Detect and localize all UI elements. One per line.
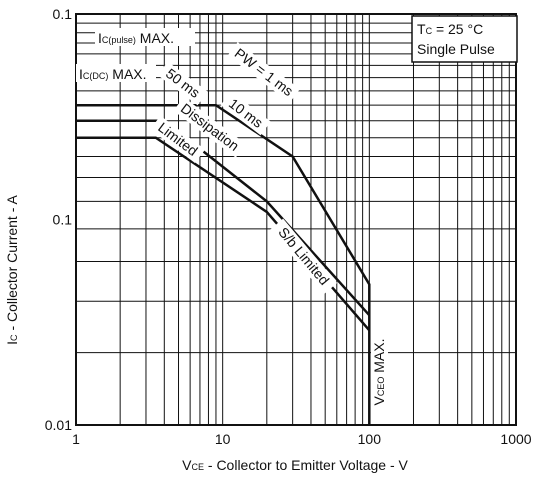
x-tick-label: 1000 xyxy=(500,431,531,447)
vceo-sub: CEO xyxy=(376,377,386,397)
x-tick-label: 100 xyxy=(358,431,382,447)
pw-label-bg xyxy=(227,42,300,103)
y-axis-title-rest: - Collector Current - A xyxy=(4,195,20,335)
pulse-max-label-bg xyxy=(95,28,195,46)
conditions-rest: = 25 °C xyxy=(432,21,483,37)
tick-labels: 1 10 100 1000 0.01 0.1 0.1 xyxy=(45,6,532,447)
x-tick-label: 1 xyxy=(72,431,80,447)
conditions-box xyxy=(411,15,518,63)
conditions-main: T xyxy=(417,21,426,37)
x-axis-title-rest: - Collector to Emitter Voltage - V xyxy=(204,457,409,473)
conditions-line-2: Single Pulse xyxy=(417,41,495,57)
plot-frame xyxy=(75,13,517,426)
vceo-main: V xyxy=(371,395,387,405)
limited-label-bg xyxy=(150,115,206,164)
dc-max-main: I xyxy=(79,66,83,82)
dc-max-sub: C(DC) xyxy=(83,71,109,81)
dissipation-label-bg xyxy=(173,97,246,158)
y-tick-label: 0.1 xyxy=(53,212,73,228)
pulse-max-rest: MAX. xyxy=(136,30,174,46)
x-axis-title-sub: CE xyxy=(191,462,204,472)
y-axis-title-sub: C xyxy=(9,334,19,341)
x-tick-label: 10 xyxy=(215,431,231,447)
dc-max-label-bg xyxy=(76,64,156,82)
pulse-max-label: IC(pulse) MAX. xyxy=(98,30,174,46)
pulse-max-sub: C(pulse) xyxy=(102,35,136,45)
vceo-rest: MAX. xyxy=(371,339,387,377)
dc-max-label: IC(DC) MAX. xyxy=(79,66,147,82)
fifty-ms-label-bg xyxy=(157,61,208,106)
conditions-sub: C xyxy=(426,26,433,36)
dc-max-rest: MAX. xyxy=(108,66,146,82)
y-tick-label: 0.1 xyxy=(53,6,73,22)
vceo-label: VCEO MAX. xyxy=(371,339,387,406)
x-axis-title: VCE - Collector to Emitter Voltage - V xyxy=(182,457,408,473)
grid-lines xyxy=(76,14,516,425)
conditions-line-1: TC = 25 °C xyxy=(417,21,483,37)
vceo-label-bg xyxy=(371,334,388,410)
y-tick-label: 0.01 xyxy=(45,417,72,433)
x-axis-title-main: V xyxy=(182,457,192,473)
y-axis-title: IC - Collector Current - A xyxy=(4,195,20,345)
pulse-max-main: I xyxy=(98,30,102,46)
y-axis-title-main: I xyxy=(4,341,20,345)
ten-ms-label-bg xyxy=(220,91,271,136)
sb-limited-label-bg xyxy=(270,218,338,294)
series-line-2 xyxy=(76,119,371,317)
series-line-1 xyxy=(76,103,371,425)
